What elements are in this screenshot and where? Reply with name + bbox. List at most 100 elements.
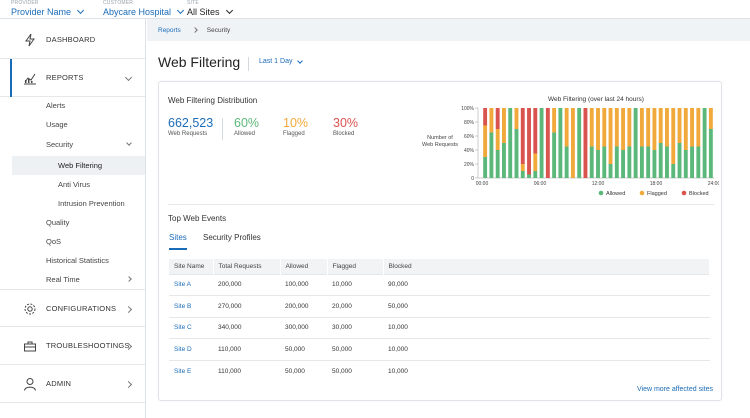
nav-qos[interactable]: QoS [46,237,62,246]
customer-selector[interactable]: CUSTOMER Abycare Hospital [103,0,185,18]
chevron-down-icon [177,6,185,15]
site-link[interactable]: Site C [169,316,213,339]
site-link[interactable]: Site A [169,273,213,296]
bar-segment-flagged [690,108,694,147]
tab-sites[interactable]: Sites [169,233,187,250]
time-range-label: Last 1 Day [259,58,293,65]
nav-historical-statistics[interactable]: Historical Statistics [46,256,109,265]
bar-segment-blocked [545,108,550,178]
bar-segment-flagged [608,108,613,164]
nav-web-filtering[interactable]: Web Filtering [12,156,145,175]
nav-admin[interactable]: ADMIN [0,365,145,403]
column-header: Site Name [169,259,214,274]
site-link[interactable]: Site B [169,295,213,317]
nav-alerts[interactable]: Alerts [46,101,66,110]
chevron-right-icon [126,276,132,282]
nav-real-time[interactable]: Real Time [12,271,145,290]
nav-quality[interactable]: Quality [46,218,70,227]
table-cell: 10,000 [383,359,710,382]
bar-segment-flagged [552,108,557,133]
y-tick-label: 100% [461,106,474,112]
bar-segment-allowed [508,108,513,178]
x-tick-label: 12:00 [592,181,605,187]
title-divider [248,57,249,71]
x-tick-label: 06:00 [534,181,547,187]
bar-segment-flagged [621,108,626,150]
bar-segment-flagged [495,129,500,150]
nav-troubleshootings[interactable]: TROUBLESHOOTINGS [0,327,145,365]
tab-security-profiles[interactable]: Security Profiles [203,233,261,242]
customer-value: Abycare Hospital [103,7,172,17]
bar-segment-allowed [652,150,657,178]
bar-segment-allowed [708,129,713,178]
chevron-down-icon [126,140,132,146]
bar-segment-flagged [677,108,682,143]
stat-flagged: 10% Flagged [283,116,308,137]
table-cell: 50,000 [383,295,710,317]
stat-allowed-value: 60% [234,116,260,130]
nav-configurations[interactable]: CONFIGURATIONS [0,289,145,327]
table-cell: 50,000 [327,338,383,360]
table-cell: 200,000 [280,295,327,317]
bar-segment-flagged [658,108,663,143]
y-tick-label: 40% [464,148,475,154]
bar-segment-allowed [520,171,525,178]
nav-usage[interactable]: Usage [46,120,68,129]
chevron-down-icon [124,73,133,82]
time-range-selector[interactable]: Last 1 Day [259,57,304,65]
bar-segment-allowed [671,164,676,178]
stat-flagged-label: Flagged [283,131,305,137]
nav-anti-virus[interactable]: Anti Virus [58,180,90,189]
bar-segment-allowed [589,146,594,178]
nav-reports-label: REPORTS [46,73,84,82]
chevron-down-icon [225,6,233,15]
bar-segment-allowed [539,108,544,178]
provider-label: PROVIDER [11,0,39,6]
view-more-link[interactable]: View more affected sites [636,386,713,393]
bar-segment-flagged [570,108,575,178]
breadcrumb-reports[interactable]: Reports [158,26,181,34]
top-bar: PROVIDER Provider Name CUSTOMER Abycare … [0,0,750,19]
site-link[interactable]: Site D [169,338,213,360]
column-header: Allowed [280,259,328,274]
provider-selector[interactable]: PROVIDER Provider Name [11,0,85,18]
table-cell: 200,000 [213,273,280,296]
table-cell: 110,000 [213,338,280,360]
customer-label: CUSTOMER [103,0,134,6]
legend-marker [598,190,604,196]
bar-segment-allowed [577,108,582,178]
stat-flagged-value: 10% [283,116,309,130]
legend-marker [681,190,687,196]
bar-segment-flagged [520,164,525,171]
lightning-icon [25,33,35,47]
nav-dashboard[interactable]: DASHBOARD [0,21,145,59]
bar-segment-allowed [633,108,638,178]
bar-segment-blocked [583,108,588,178]
bar-segment-flagged [696,108,701,147]
chart-ylabel: Number of [427,135,453,141]
bar-segment-allowed [665,146,669,178]
bar-segment-allowed [627,146,632,178]
bar-segment-blocked [520,108,525,164]
bar-segment-flagged [708,108,713,129]
bar-segment-flagged [533,153,538,171]
table-cell: 10,000 [327,273,383,296]
site-selector[interactable]: SITE All Sites [187,0,233,18]
bar-segment-allowed [552,132,557,178]
nav-security[interactable]: Security [12,136,145,155]
gear-icon [24,303,36,315]
table-cell: 300,000 [280,316,327,339]
site-link[interactable]: Site E [169,359,213,382]
x-tick-label: 00:00 [476,181,489,187]
nav-intrusion-prevention[interactable]: Intrusion Prevention [58,199,125,208]
bar-segment-allowed [527,174,531,178]
bar-segment-blocked [527,108,531,175]
nav-web-filtering-label: Web Filtering [58,161,103,170]
nav-admin-label: ADMIN [46,379,72,388]
main-content: Reports Security Web Filtering Last 1 Da… [147,19,750,418]
chevron-right-icon [191,27,198,33]
bar-segment-blocked [483,108,488,126]
nav-reports[interactable]: REPORTS [0,59,145,97]
table-cell: 50,000 [280,359,327,382]
stat-total-label: Web Requests [168,131,208,137]
